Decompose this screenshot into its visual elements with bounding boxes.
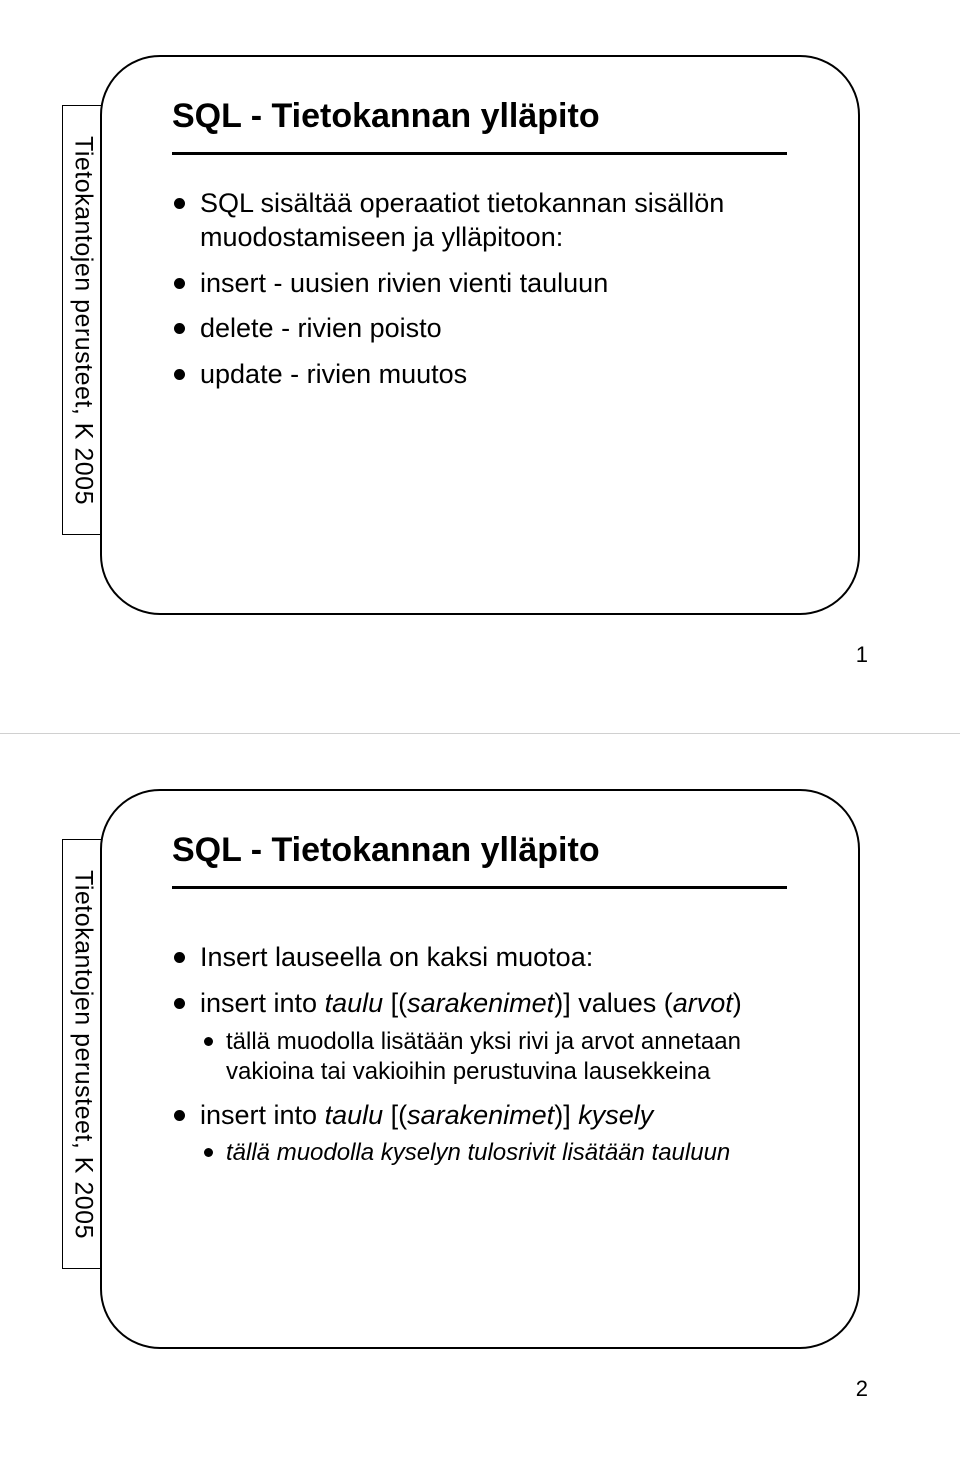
- sub-bullet-item: tällä muodolla lisätään yksi rivi ja arv…: [200, 1027, 787, 1087]
- bullet-item: insert into taulu [(sarakenimet)] kysely…: [172, 1099, 787, 1169]
- bullet-item: insert into taulu [(sarakenimet)] values…: [172, 987, 787, 1087]
- page-2: Tietokantojen perusteet, K 2005 SQL - Ti…: [0, 734, 960, 1467]
- sub-bullet-list: tällä muodolla kyselyn tulosrivit lisätä…: [200, 1138, 787, 1168]
- bullet-item: update - rivien muutos: [172, 358, 787, 392]
- sub-bullet-item: tällä muodolla kyselyn tulosrivit lisätä…: [200, 1138, 787, 1168]
- bullet-list: Insert lauseella on kaksi muotoa: insert…: [172, 941, 787, 1168]
- slide-frame: SQL - Tietokannan ylläpito Insert lausee…: [100, 789, 860, 1349]
- page-1: Tietokantojen perusteet, K 2005 SQL - Ti…: [0, 0, 960, 733]
- sidebar-label-box: Tietokantojen perusteet, K 2005: [62, 105, 104, 535]
- bullet-item: SQL sisältää operaatiot tietokannan sisä…: [172, 187, 787, 255]
- slide-body: Insert lauseella on kaksi muotoa: insert…: [172, 941, 787, 1180]
- slide-number: 1: [856, 642, 868, 668]
- bullet-item: insert - uusien rivien vienti tauluun: [172, 267, 787, 301]
- bullet-text: insert into taulu [(sarakenimet)] values…: [200, 988, 742, 1018]
- bullet-text: insert into taulu [(sarakenimet)] kysely: [200, 1100, 653, 1130]
- slide-title: SQL - Tietokannan ylläpito: [172, 97, 600, 136]
- sub-bullet-list: tällä muodolla lisätään yksi rivi ja arv…: [200, 1027, 787, 1087]
- title-rule: [172, 886, 787, 889]
- bullet-item: Insert lauseella on kaksi muotoa:: [172, 941, 787, 975]
- sidebar-label-text: Tietokantojen perusteet, K 2005: [69, 870, 98, 1239]
- bullet-item: delete - rivien poisto: [172, 312, 787, 346]
- slide-title: SQL - Tietokannan ylläpito: [172, 831, 600, 870]
- title-rule: [172, 152, 787, 155]
- slide-body: SQL sisältää operaatiot tietokannan sisä…: [172, 187, 787, 404]
- slide-frame: SQL - Tietokannan ylläpito SQL sisältää …: [100, 55, 860, 615]
- sidebar-label-box: Tietokantojen perusteet, K 2005: [62, 839, 104, 1269]
- slide-number: 2: [856, 1376, 868, 1402]
- sidebar-label-text: Tietokantojen perusteet, K 2005: [69, 136, 98, 505]
- bullet-list: SQL sisältää operaatiot tietokannan sisä…: [172, 187, 787, 392]
